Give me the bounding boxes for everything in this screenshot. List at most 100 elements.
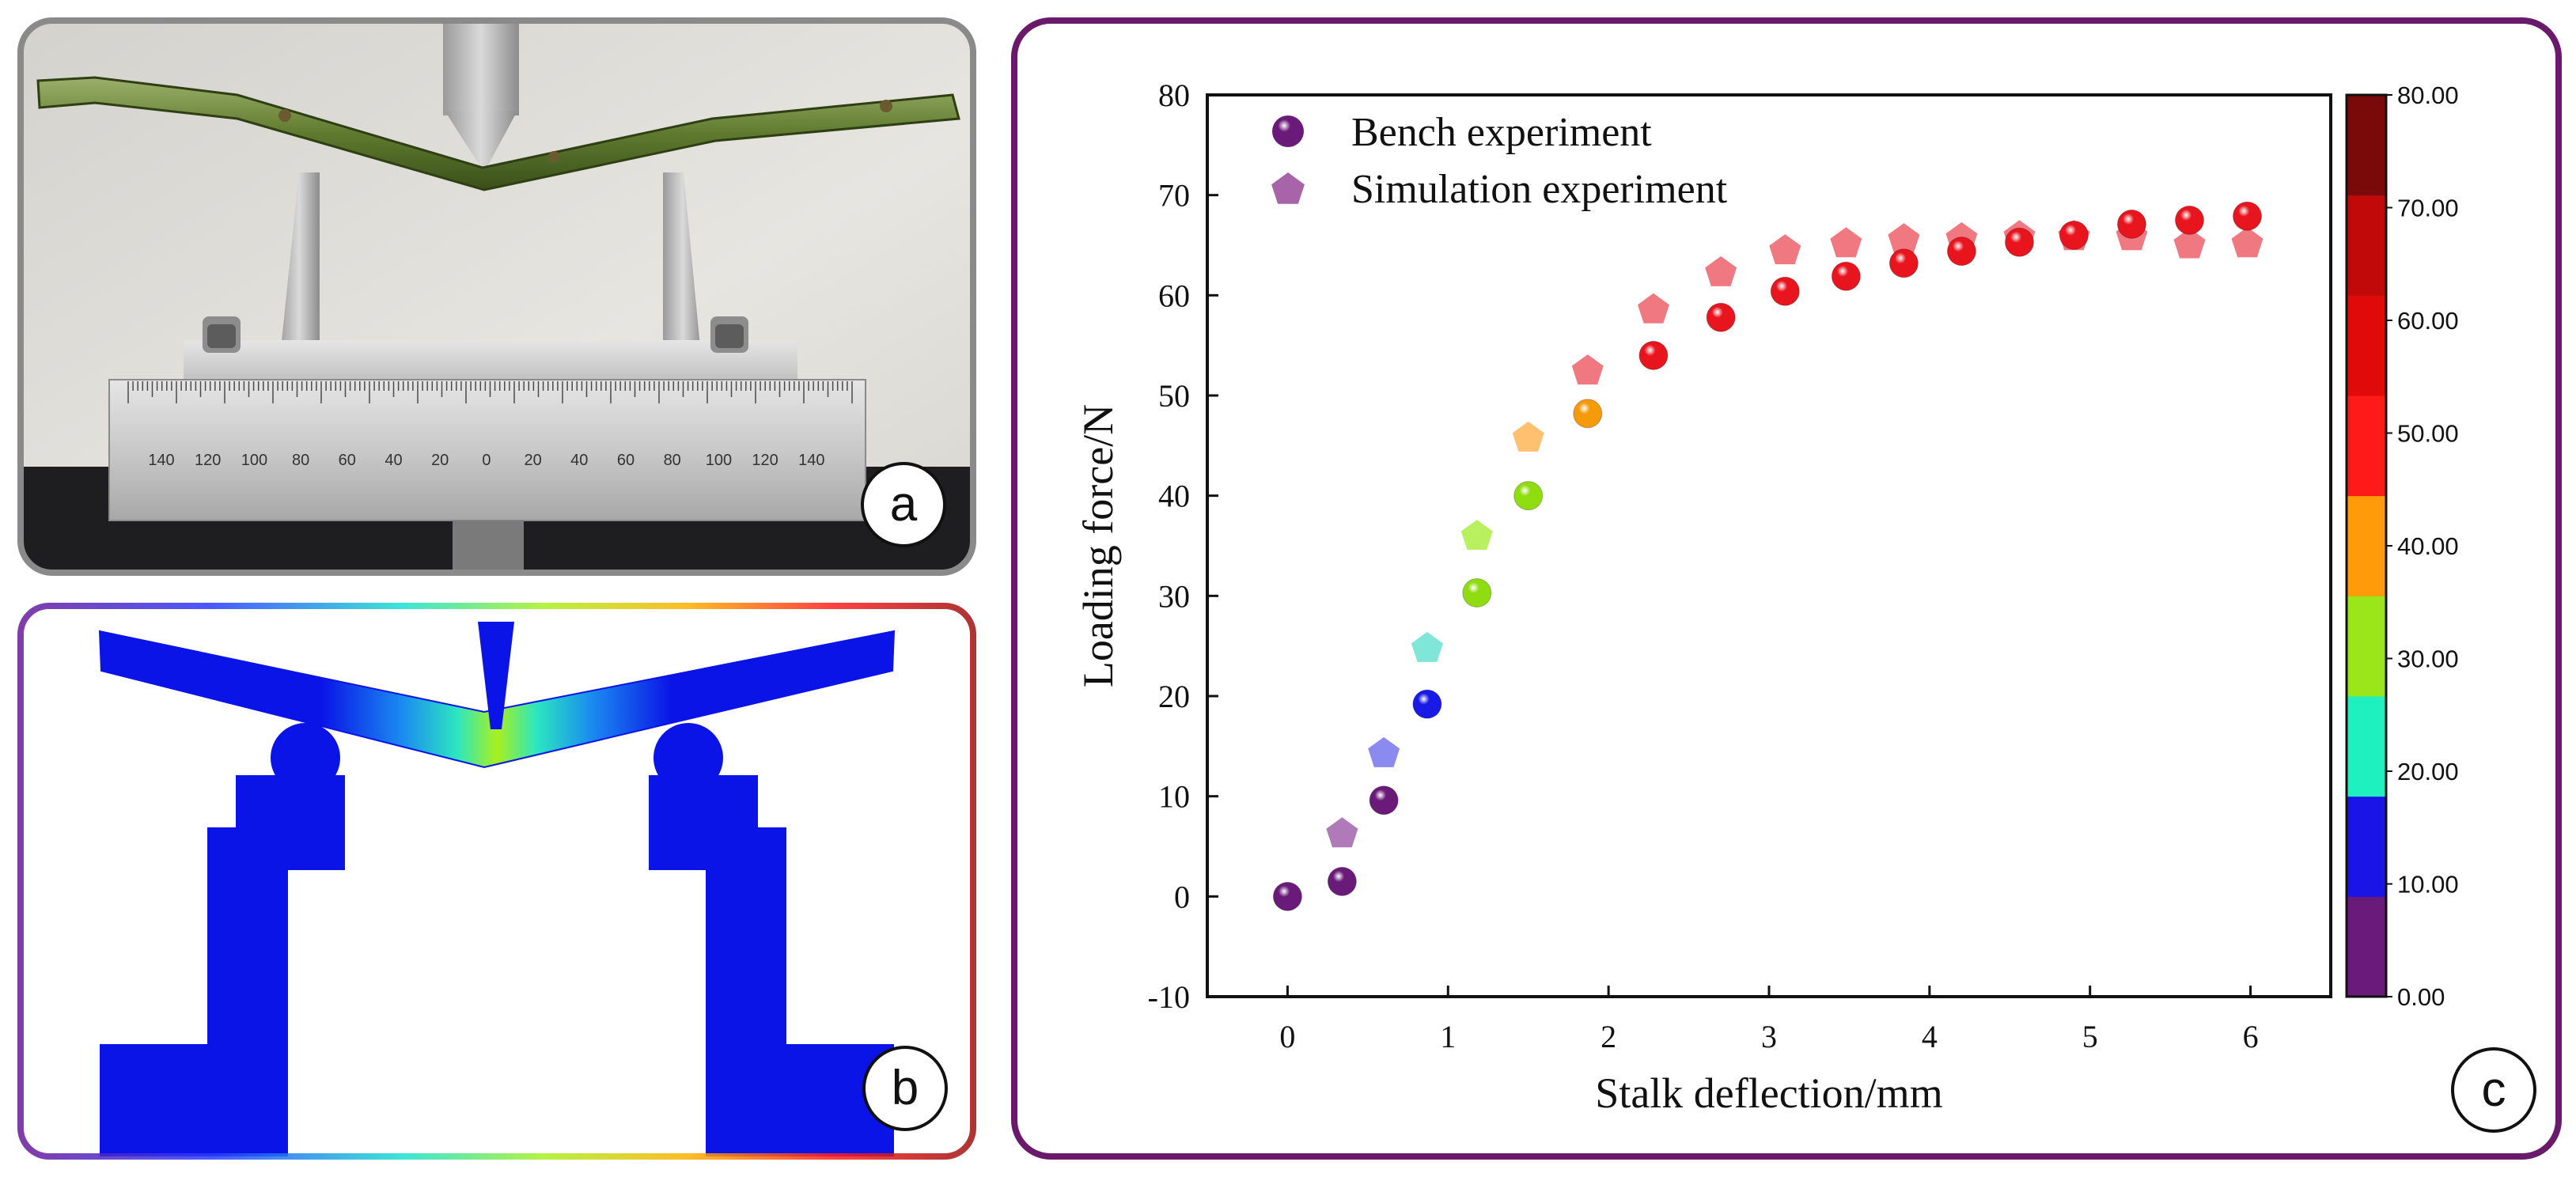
sim-point (1705, 255, 1737, 286)
legend-label-simulation: Simulation experiment (1351, 167, 1728, 212)
panel-a: 140 120 100 80 60 40 20 0 20 40 60 80 100 120 140 a (17, 17, 976, 576)
ruler-label: 120 (752, 452, 778, 469)
ruler-label: 40 (385, 452, 402, 469)
sim-point (1368, 736, 1400, 767)
series-bench (1272, 201, 2263, 911)
x-axis-ticks: 0 1 2 3 4 5 6 (1279, 986, 2259, 1054)
y-tick-label: 0 (1174, 879, 1190, 914)
sim-point (1638, 293, 1669, 324)
panel-b: b (17, 603, 976, 1160)
colorbar-block (2347, 495, 2386, 596)
y-tick-label: 40 (1158, 479, 1190, 514)
plot-frame (1206, 93, 2332, 998)
support-right-model (649, 742, 894, 1156)
bench-point (2116, 209, 2146, 239)
panel-b-badge (862, 1046, 948, 1131)
ruler-label: 60 (617, 452, 635, 469)
stalk-node (278, 109, 291, 122)
sim-point (1512, 421, 1544, 452)
ruler-tick-marks (127, 381, 853, 403)
bench-point (1272, 881, 1302, 911)
ruler-label: 0 (482, 452, 491, 469)
sim-point (1769, 234, 1801, 265)
panel-a-frame (17, 17, 976, 576)
deformed-stalk-model (98, 630, 896, 769)
colorbar-block (2347, 195, 2386, 296)
colorbar-block (2347, 696, 2386, 797)
panel-c-letter: c (2482, 1062, 2506, 1117)
y-tick-label: 70 (1158, 178, 1190, 214)
x-tick-label: 0 (1279, 1019, 1295, 1054)
sim-point (1460, 520, 1493, 551)
colorbar-label: 20.00 (2397, 758, 2459, 785)
bench-point (2059, 220, 2089, 250)
bench-point (1513, 481, 1544, 511)
panel-a-letter: a (890, 477, 918, 532)
ruler-label: 140 (798, 452, 824, 469)
bench-point (1946, 237, 1976, 267)
legend-marker-simulation (1271, 172, 1305, 204)
y-tick-label: 60 (1158, 278, 1190, 313)
colorbar-block (2347, 796, 2386, 897)
bench-point (2004, 227, 2034, 257)
plant-stalk (36, 76, 960, 191)
bench-point (1831, 261, 1861, 291)
x-axis-label: Stalk deflection/mm (1595, 1069, 1942, 1117)
plot-area: 0 1 2 3 4 5 6 -10 0 10 20 30 40 50 60 70 80 Bench exper… (1148, 78, 2332, 1054)
ruler-labels: 140 120 100 80 60 40 20 0 20 40 60 80 100 120 140 (148, 452, 824, 469)
loading-blade (443, 21, 519, 115)
x-tick-label: 4 (1922, 1019, 1938, 1054)
stalk-node (548, 151, 559, 162)
panel-b-letter: b (892, 1061, 919, 1115)
photo-test-rig: 140 120 100 80 60 40 20 0 20 40 60 80 100 120 140 (21, 21, 973, 573)
x-tick-label: 1 (1440, 1019, 1456, 1054)
colorbar: 0.00 10.00 20.00 30.00 40.00 50.00 60.00 70.00 8… (2345, 81, 2459, 1011)
ruler-label: 60 (339, 452, 356, 469)
bench-point (2174, 205, 2204, 235)
ruler-label: 120 (195, 452, 221, 469)
sim-point (2173, 228, 2206, 259)
legend-label-bench: Bench experiment (1351, 110, 1652, 155)
panel-c: 0 1 2 3 4 5 6 -10 0 10 20 30 40 50 60 70 80 Bench exper… (1011, 17, 2562, 1160)
colorbar-label: 50.00 (2397, 420, 2459, 448)
ruler-label: 100 (706, 452, 732, 469)
y-tick-label: 30 (1158, 578, 1190, 614)
y-axis-label: Loading force/N (1074, 404, 1122, 687)
colorbar-block (2347, 95, 2386, 196)
ruler-label: 100 (241, 452, 267, 469)
support-left (278, 172, 320, 372)
x-tick-label: 5 (2082, 1019, 2098, 1054)
support-right (663, 172, 703, 372)
y-tick-label: 20 (1158, 679, 1190, 714)
bench-point (1888, 248, 1919, 278)
ruler-label: 80 (664, 452, 681, 469)
bench-point (2233, 201, 2263, 231)
x-tick-label: 3 (1761, 1019, 1777, 1054)
bench-point (1327, 866, 1357, 896)
ruler-label: 80 (292, 452, 309, 469)
colorbar-blocks (2347, 95, 2386, 997)
support-left-model (100, 742, 345, 1156)
x-tick-label: 6 (2243, 1019, 2259, 1054)
sim-point (2231, 227, 2263, 258)
y-tick-label: -10 (1148, 979, 1190, 1015)
colorbar-label: 30.00 (2397, 645, 2459, 673)
colorbar-block (2347, 295, 2386, 396)
panel-a-badge (861, 462, 946, 547)
bench-point (1573, 399, 1603, 429)
colorbar-label: 40.00 (2397, 532, 2459, 560)
legend-marker-bench (1272, 115, 1304, 147)
stalk-node (880, 100, 892, 112)
colorbar-label: 60.00 (2397, 307, 2459, 335)
ruler-label: 20 (431, 452, 449, 469)
colorbar-block (2347, 596, 2386, 697)
bench-point (1462, 578, 1492, 608)
y-tick-label: 50 (1158, 378, 1190, 414)
legend: Bench experiment Simulation experiment (1271, 110, 1728, 212)
y-axis-ticks: -10 0 10 20 30 40 50 60 70 80 (1148, 78, 1218, 1015)
bolt-stem (453, 520, 524, 573)
colorbar-block (2347, 896, 2386, 997)
loading-blade-model (478, 622, 514, 729)
bench-point (1706, 302, 1736, 332)
